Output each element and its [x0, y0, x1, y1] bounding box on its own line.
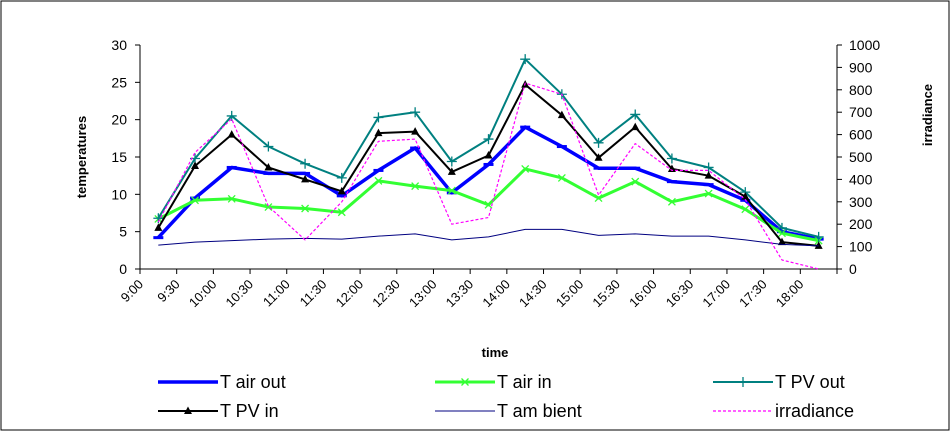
- legend-label: T air out: [220, 372, 286, 392]
- legend-label: T PV in: [220, 401, 279, 421]
- y-right-tick-label: 900: [849, 59, 873, 75]
- legend-item: irradiance: [713, 401, 854, 421]
- series-group: [154, 80, 823, 249]
- data-point: [521, 164, 530, 173]
- data-point: [703, 162, 714, 173]
- y-axis-left-title: temperatures: [74, 116, 89, 198]
- data-point: [741, 205, 750, 214]
- y-right-tick-label: 400: [849, 171, 873, 187]
- data-point: [227, 194, 236, 203]
- series-group: [154, 164, 823, 245]
- legend-label: T PV out: [775, 372, 845, 392]
- y-right-tick-label: 800: [849, 82, 873, 98]
- y-right-tick-label: 500: [849, 149, 873, 165]
- legend-item: T air in: [435, 372, 552, 392]
- data-point: [263, 141, 274, 152]
- data-point: [264, 203, 273, 211]
- data-point: [594, 194, 603, 203]
- data-point: [483, 134, 494, 145]
- data-point: [374, 128, 383, 137]
- y-left-tick-label: 5: [119, 224, 127, 240]
- data-point: [557, 110, 566, 119]
- data-point: [484, 200, 493, 209]
- y-left-tick-label: 30: [111, 37, 127, 53]
- data-point: [704, 171, 713, 179]
- data-point: [264, 162, 273, 171]
- data-point: [630, 109, 641, 120]
- data-point: [410, 107, 421, 118]
- data-point: [191, 161, 200, 169]
- data-point: [557, 173, 566, 182]
- data-point: [301, 204, 310, 213]
- y-left-tick-label: 20: [111, 112, 127, 128]
- y-right-tick-label: 0: [849, 261, 857, 277]
- data-point: [411, 182, 420, 191]
- data-point: [446, 156, 457, 167]
- data-point: [447, 167, 456, 175]
- y-right-tick-label: 100: [849, 239, 873, 255]
- data-point: [337, 208, 346, 217]
- y-axis-right-title: irradiance: [920, 84, 935, 146]
- data-point: [374, 176, 383, 185]
- data-point: [631, 122, 640, 131]
- data-point: [631, 177, 640, 186]
- data-point: [814, 241, 823, 249]
- data-point: [373, 112, 384, 123]
- y-left-tick-label: 10: [111, 186, 127, 202]
- series-group: [158, 228, 819, 247]
- data-point: [776, 222, 787, 233]
- legend-item: T am bient: [435, 401, 582, 421]
- data-point: [447, 186, 456, 195]
- y-right-tick-label: 700: [849, 104, 873, 120]
- data-point: [484, 151, 493, 159]
- legend-label: T air in: [497, 372, 552, 392]
- y-right-tick-label: 600: [849, 127, 873, 143]
- data-point: [667, 164, 676, 172]
- data-point: [184, 406, 192, 414]
- data-point: [227, 130, 236, 138]
- data-point: [226, 110, 237, 121]
- data-point: [336, 172, 347, 183]
- data-point: [300, 158, 311, 169]
- y-right-tick-label: 1000: [849, 37, 880, 53]
- legend-item: T PV out: [713, 372, 845, 392]
- data-point: [666, 153, 677, 164]
- data-point: [778, 229, 786, 238]
- data-point: [337, 186, 346, 195]
- data-point: [154, 223, 163, 231]
- data-point: [667, 197, 676, 206]
- legend: T air out T air in T PV out T PV in T am bie…: [158, 372, 854, 421]
- legend-label: irradiance: [775, 401, 854, 421]
- data-point: [301, 174, 310, 183]
- legend-item: T PV in: [158, 401, 279, 421]
- data-point: [813, 231, 824, 242]
- y-left-tick-label: 15: [111, 149, 127, 165]
- data-point: [594, 153, 603, 161]
- data-point: [520, 54, 531, 65]
- series-line: [158, 228, 819, 247]
- data-point: [461, 378, 469, 386]
- y-right-tick-label: 200: [849, 216, 873, 232]
- data-point: [704, 189, 713, 198]
- data-point: [191, 196, 199, 205]
- legend-label: T am bient: [497, 401, 582, 421]
- y-right-tick-label: 300: [849, 194, 873, 210]
- data-point: [738, 377, 748, 387]
- legend-item: T air out: [158, 372, 286, 392]
- data-point: [411, 127, 420, 135]
- y-left-tick-label: 0: [119, 261, 127, 277]
- data-point: [593, 137, 604, 148]
- data-point: [777, 237, 786, 246]
- y-left-tick-label: 25: [111, 74, 127, 90]
- x-axis-title: time: [482, 345, 509, 360]
